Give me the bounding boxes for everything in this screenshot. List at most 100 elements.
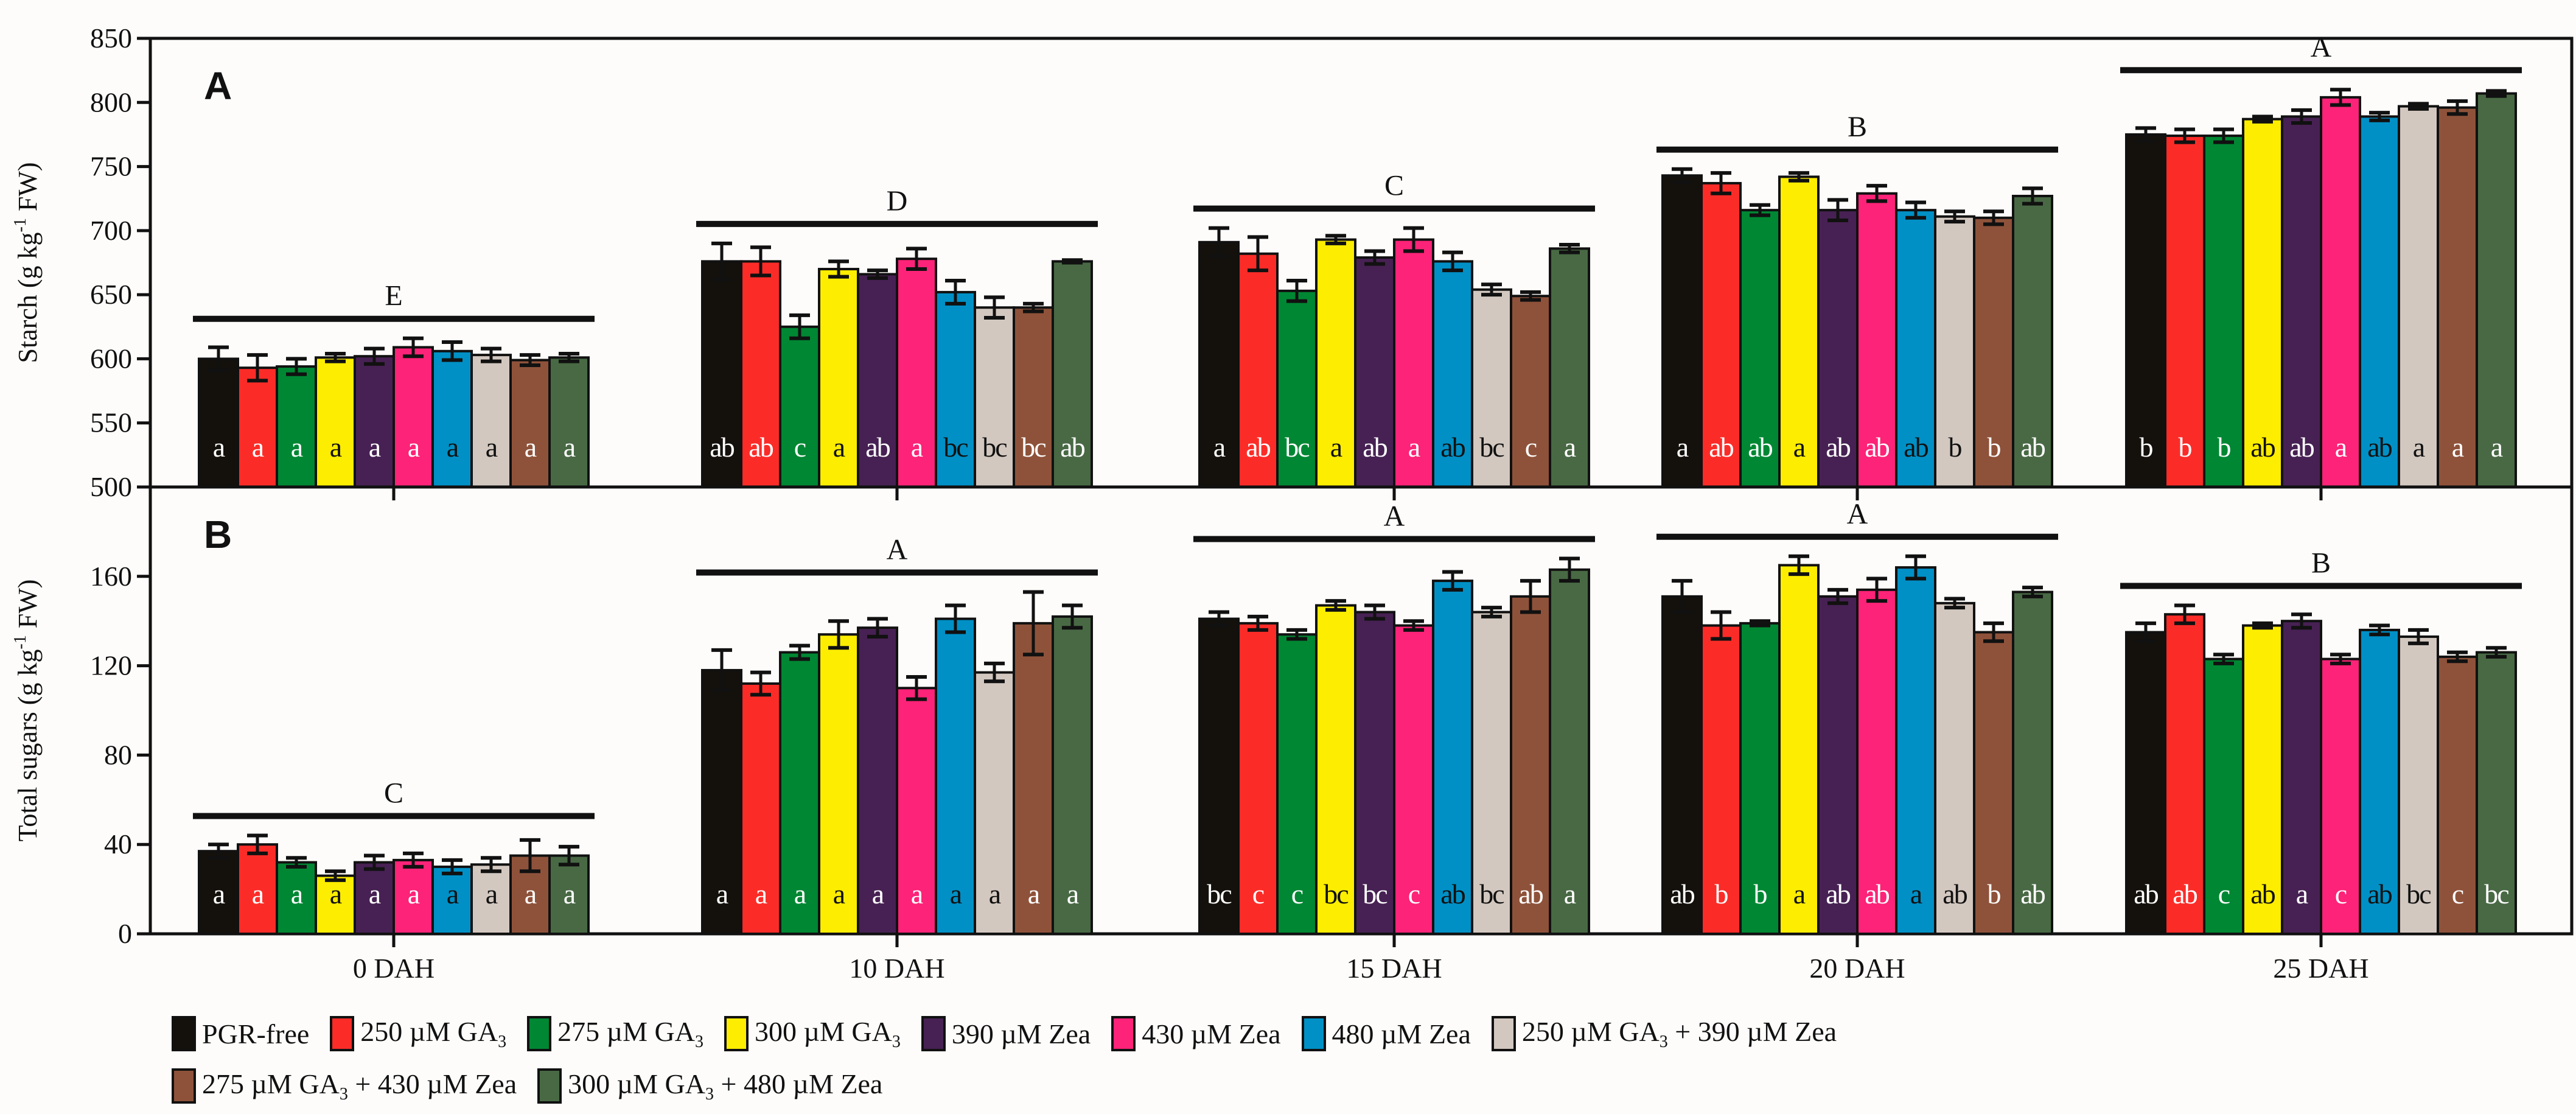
y-tick-label: 750 [90, 151, 132, 182]
bar [1856, 192, 1897, 488]
legend-label-text: + 390 µM Zea [1667, 1015, 1837, 1047]
bar-significance-letter: a [486, 878, 498, 909]
bar-significance-letter: a [2335, 432, 2347, 463]
bar [1393, 238, 1434, 488]
bar-significance-letter: a [2296, 878, 2308, 909]
bar [1739, 622, 1781, 935]
group-significance-letter: A [887, 533, 908, 566]
bar-significance-letter: a [447, 432, 459, 463]
bar-significance-letter: bc [1285, 432, 1309, 463]
bar-significance-letter: bc [943, 432, 968, 463]
y-axis-label-superscript: -1 [11, 635, 30, 649]
bar-significance-letter: a [213, 432, 225, 463]
y-tick-label: 600 [90, 343, 132, 374]
bar-significance-letter: a [1408, 432, 1420, 463]
bar-significance-letter: a [2491, 432, 2503, 463]
legend-item: 275 µM GA3 + 430 µM Zea [172, 1068, 517, 1104]
bar-significance-letter: bc [2406, 878, 2431, 909]
bar-significance-letter: a [716, 878, 728, 909]
bar-significance-letter: a [1793, 878, 1806, 909]
bar-significance-letter: a [911, 432, 923, 463]
bar-significance-letter: ab [1904, 432, 1928, 463]
bar [2320, 96, 2361, 488]
bar-significance-letter: a [989, 878, 1001, 909]
bar [1661, 595, 1703, 935]
legend-label-text: + 480 µM Zea [714, 1068, 883, 1099]
group-significance-letter: A [1384, 500, 1405, 532]
bar [2125, 631, 2166, 936]
legend-label-text: + 430 µM Zea [347, 1068, 517, 1099]
y-tick-label: 80 [104, 739, 132, 770]
bar-significance-letter: ab [749, 432, 773, 463]
y-tick-label: 500 [90, 471, 132, 502]
bar-significance-letter: ab [1246, 432, 1270, 463]
panel-label: A [204, 64, 232, 108]
bar-significance-letter: a [872, 878, 884, 909]
bar-significance-letter: a [447, 878, 459, 909]
bar [431, 349, 473, 489]
y-axis-label-superscript: -1 [11, 218, 30, 232]
bar [2164, 135, 2205, 488]
bar-significance-letter: a [330, 432, 342, 463]
y-axis-label: Starch (g kg-1 FW) [11, 162, 43, 363]
legend-item: 480 µM Zea [1301, 1016, 1471, 1051]
bar [1276, 633, 1318, 935]
legend: PGR-free 250 µM GA3 275 µM GA3 300 µM GA3 39… [172, 1007, 2545, 1112]
legend-label: 390 µM Zea [952, 1018, 1091, 1050]
bar-significance-letter: b [1988, 432, 2001, 463]
bar-significance-letter: ab [1440, 432, 1465, 463]
bar [935, 290, 976, 488]
y-axis-label-unit: FW) [13, 162, 43, 218]
legend-swatch [1301, 1016, 1326, 1051]
bar-significance-letter: ab [2250, 878, 2275, 909]
bar-significance-letter: bc [1363, 878, 1387, 909]
bar-significance-letter: a [1213, 432, 1226, 463]
bar-significance-letter: ab [1670, 878, 1694, 909]
bar [1739, 209, 1781, 488]
bar-significance-letter: ab [1865, 878, 1889, 909]
bar-significance-letter: c [2452, 878, 2463, 909]
bar-significance-letter: a [1564, 878, 1576, 909]
bar [276, 365, 317, 489]
bar [354, 355, 395, 489]
bar [1973, 631, 2014, 936]
bar-significance-letter: ab [2367, 432, 2392, 463]
bar-significance-letter: a [564, 878, 576, 909]
bar-significance-letter: a [291, 432, 303, 463]
bar [1052, 615, 1093, 935]
legend-label: 250 µM GA3 + 390 µM Zea [1522, 1015, 1837, 1052]
legend-swatch [172, 1016, 196, 1051]
bar-significance-letter: a [794, 878, 806, 909]
bar [1856, 588, 1897, 935]
group-significance-letter: E [385, 280, 402, 312]
bar [2476, 92, 2517, 488]
bar-significance-letter: a [2452, 432, 2464, 463]
bar-significance-letter: bc [982, 432, 1007, 463]
legend-label: 430 µM Zea [1142, 1018, 1280, 1050]
legend-label-text: 390 µM Zea [951, 1018, 1091, 1049]
bar [198, 357, 239, 489]
bar-significance-letter: a [213, 878, 225, 909]
bar [1895, 209, 1936, 488]
y-axis-label: Total sugars (g kg-1 FW) [11, 580, 43, 842]
legend-swatch [1491, 1016, 1516, 1051]
bar-significance-letter: ab [1826, 878, 1850, 909]
legend-swatch [921, 1016, 946, 1051]
group-significance-letter: D [887, 185, 908, 217]
legend-label: PGR-free [202, 1018, 309, 1050]
bar [2437, 106, 2478, 489]
bar-significance-letter: a [330, 878, 342, 909]
legend-swatch [537, 1068, 562, 1104]
legend-label-subscript: 3 [892, 1032, 901, 1052]
bar-significance-letter: ab [2367, 878, 2392, 909]
bar-significance-letter: ab [1826, 432, 1850, 463]
legend-label-text: 275 µM GA [557, 1015, 695, 1047]
bar-significance-letter: a [525, 878, 537, 909]
bar-significance-letter: bc [2484, 878, 2508, 909]
bar-significance-letter: ab [1518, 878, 1543, 909]
legend-label-text: 300 µM GA [755, 1015, 892, 1047]
bar [2164, 613, 2205, 935]
bar [1237, 252, 1279, 488]
bar [237, 366, 278, 488]
x-tick-label: 15 DAH [1346, 953, 1442, 984]
